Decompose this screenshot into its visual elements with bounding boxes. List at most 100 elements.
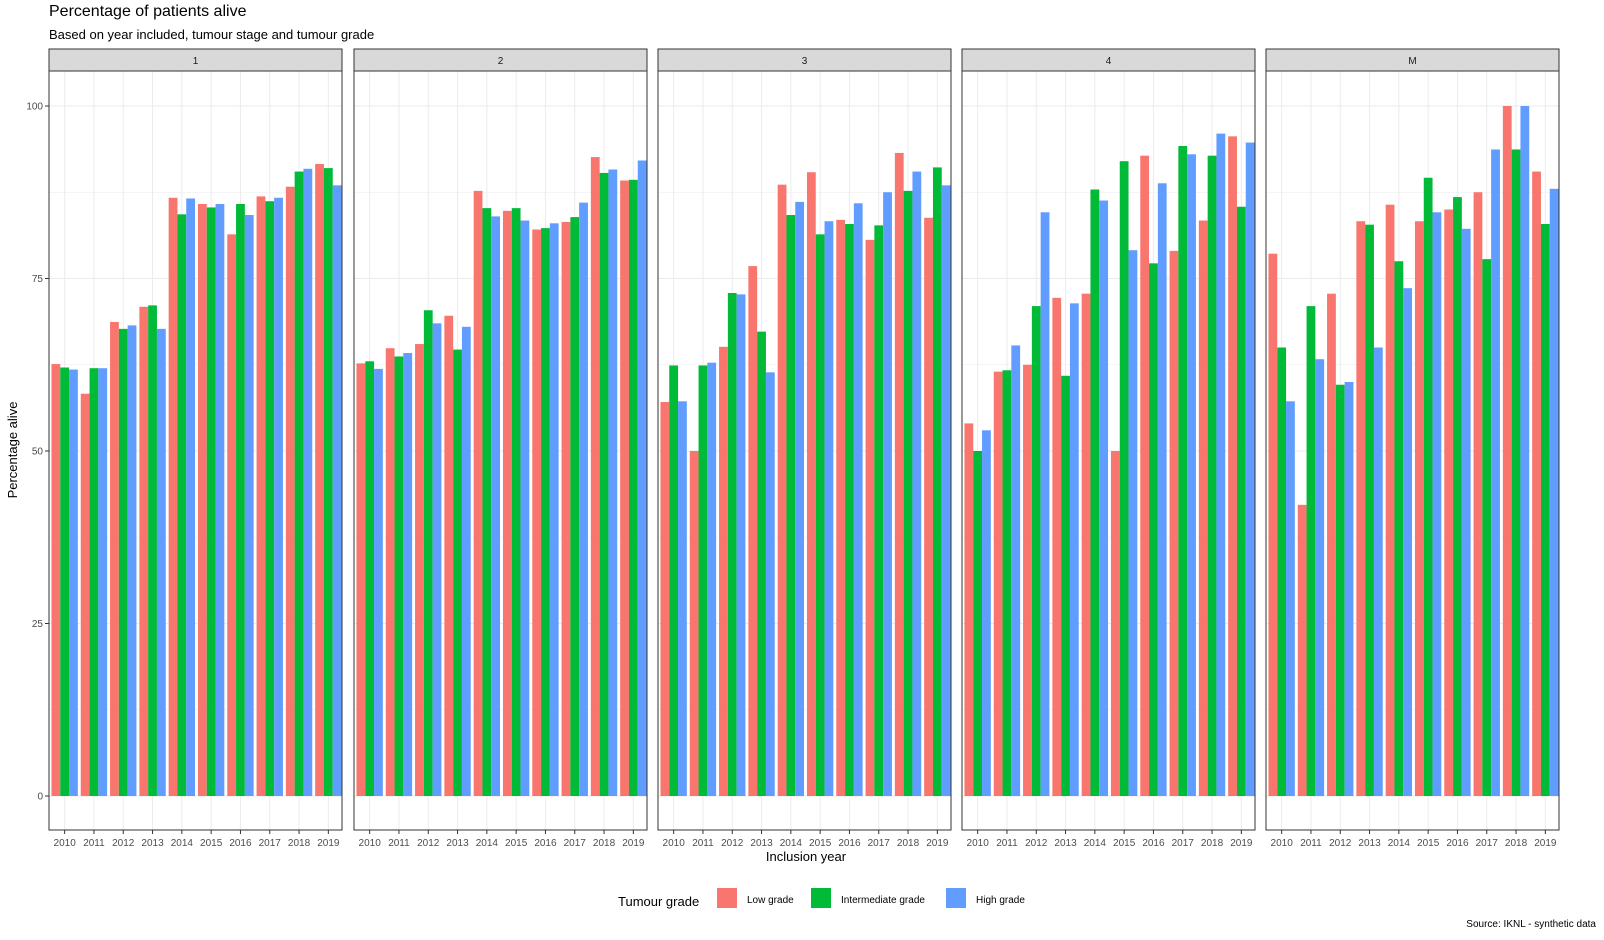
- bar: [1140, 155, 1150, 796]
- x-tick-label: 2010: [967, 838, 990, 849]
- bar: [736, 294, 746, 796]
- bar: [620, 180, 629, 796]
- bar: [765, 372, 775, 796]
- facet-label: 3: [802, 56, 808, 67]
- panel-border: [961, 70, 1256, 831]
- x-tick-label: 2015: [1417, 838, 1440, 849]
- x-tick-label: 2018: [1201, 838, 1224, 849]
- bar: [1040, 212, 1050, 796]
- bar: [1549, 188, 1559, 797]
- bar: [394, 356, 404, 796]
- bar: [1119, 161, 1129, 796]
- panel-border: [353, 70, 648, 831]
- bar: [1023, 364, 1032, 796]
- bar: [1228, 136, 1237, 797]
- bar: [1473, 192, 1483, 796]
- bar: [332, 185, 342, 797]
- legend-label: High grade: [976, 895, 1025, 906]
- y-tick-label: 75: [32, 274, 44, 285]
- bar: [432, 323, 442, 796]
- bar: [874, 225, 884, 796]
- bar: [520, 220, 530, 797]
- bar: [865, 239, 875, 797]
- bar: [1128, 250, 1138, 796]
- bar: [1461, 228, 1471, 796]
- bar: [51, 364, 61, 796]
- bar: [549, 223, 559, 797]
- bar: [236, 203, 245, 797]
- bar: [795, 201, 805, 796]
- bar: [244, 215, 254, 796]
- bar: [323, 168, 333, 797]
- bar: [1394, 261, 1404, 796]
- bar: [1061, 375, 1070, 796]
- bar: [757, 331, 766, 796]
- bar: [1178, 146, 1188, 796]
- bar: [110, 321, 119, 796]
- bar: [599, 172, 609, 796]
- bar: [148, 305, 157, 796]
- bar: [579, 202, 588, 797]
- x-tick-label: 2019: [317, 838, 340, 849]
- bar: [274, 197, 283, 796]
- y-tick-label: 25: [32, 619, 44, 630]
- bar: [912, 171, 922, 797]
- y-tick-label: 50: [32, 447, 44, 458]
- bar: [1315, 359, 1325, 796]
- bar: [186, 198, 196, 796]
- bar: [1482, 259, 1492, 796]
- facet-label: 2: [498, 56, 504, 67]
- bar: [482, 208, 492, 796]
- y-tick-label: 100: [26, 102, 43, 113]
- bar: [689, 451, 699, 796]
- bar: [1268, 253, 1278, 796]
- bar: [628, 179, 638, 796]
- x-tick-label: 2018: [593, 838, 616, 849]
- bar: [1335, 384, 1345, 796]
- bar: [924, 217, 933, 796]
- bar: [206, 207, 216, 796]
- bar: [993, 371, 1003, 796]
- legend-key: [811, 888, 831, 908]
- x-tick-label: 2016: [534, 838, 557, 849]
- legend-key: [946, 888, 966, 908]
- x-tick-label: 2017: [259, 838, 282, 849]
- x-axis-title: Inclusion year: [766, 849, 847, 864]
- bar: [118, 328, 128, 796]
- legend-key: [717, 888, 737, 908]
- x-tick-label: 2013: [1358, 838, 1381, 849]
- bar: [511, 208, 521, 796]
- bar: [786, 215, 796, 796]
- bar: [415, 344, 424, 796]
- bar: [1099, 200, 1109, 796]
- x-tick-label: 2015: [505, 838, 528, 849]
- x-tick-label: 2018: [1505, 838, 1528, 849]
- x-tick-label: 2014: [476, 838, 499, 849]
- bar: [570, 217, 580, 797]
- x-tick-label: 2012: [721, 838, 744, 849]
- bar: [1385, 204, 1395, 797]
- bar: [444, 315, 454, 796]
- x-tick-label: 2019: [622, 838, 645, 849]
- bar: [698, 365, 708, 796]
- x-tick-label: 2012: [1025, 838, 1048, 849]
- bar: [423, 310, 433, 796]
- bar: [1090, 189, 1100, 797]
- bar: [1069, 303, 1079, 796]
- bar: [883, 192, 892, 796]
- bar: [894, 152, 904, 797]
- bar: [127, 325, 137, 796]
- x-tick-label: 2014: [780, 838, 803, 849]
- x-tick-label: 2013: [141, 838, 164, 849]
- bar: [1491, 149, 1500, 797]
- bar: [1110, 451, 1120, 796]
- bar: [637, 160, 647, 796]
- bar: [1245, 142, 1255, 796]
- bar: [532, 229, 542, 796]
- x-tick-label: 2010: [359, 838, 382, 849]
- bar: [1207, 155, 1217, 796]
- bar: [1002, 370, 1012, 796]
- bar: [1236, 206, 1246, 797]
- bar: [1031, 306, 1041, 796]
- x-tick-label: 2019: [1534, 838, 1557, 849]
